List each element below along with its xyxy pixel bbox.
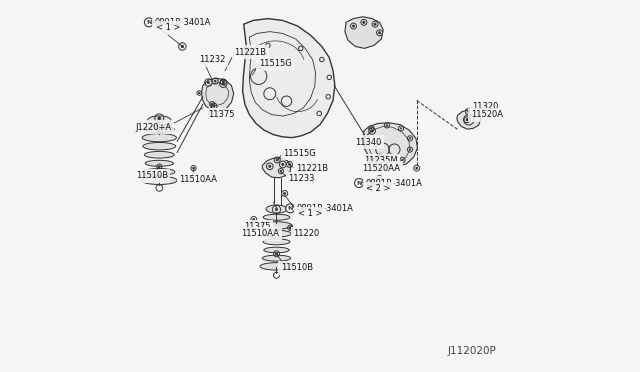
Circle shape (181, 45, 184, 48)
Text: 11221B: 11221B (234, 48, 267, 57)
Text: 11510B: 11510B (281, 263, 313, 272)
Text: 11320: 11320 (472, 102, 499, 110)
Text: N: N (356, 180, 362, 186)
Circle shape (371, 128, 372, 129)
Circle shape (415, 167, 418, 169)
Circle shape (374, 23, 376, 25)
Text: 11220: 11220 (293, 229, 319, 238)
Circle shape (378, 156, 381, 158)
Circle shape (468, 110, 470, 113)
Text: 11510B: 11510B (136, 171, 168, 180)
Ellipse shape (145, 126, 174, 132)
Ellipse shape (260, 263, 293, 270)
Polygon shape (243, 19, 335, 138)
Polygon shape (457, 110, 481, 129)
Circle shape (207, 81, 209, 84)
Ellipse shape (147, 116, 172, 125)
Circle shape (371, 130, 373, 132)
Ellipse shape (261, 222, 292, 229)
Circle shape (145, 18, 154, 27)
Circle shape (158, 117, 161, 120)
Ellipse shape (263, 214, 290, 220)
Circle shape (363, 21, 365, 23)
Circle shape (378, 164, 380, 165)
Circle shape (282, 163, 284, 166)
Ellipse shape (264, 247, 289, 253)
Circle shape (402, 159, 403, 161)
Text: 11232: 11232 (199, 55, 225, 64)
Text: 08918-3401A: 08918-3401A (155, 18, 211, 27)
Ellipse shape (143, 142, 175, 150)
Ellipse shape (145, 160, 173, 166)
Ellipse shape (145, 151, 174, 158)
Polygon shape (345, 17, 383, 48)
Circle shape (410, 149, 411, 150)
Text: < 2 >: < 2 > (367, 184, 391, 193)
Circle shape (275, 253, 278, 255)
Text: 0891B-3401A: 0891B-3401A (296, 204, 353, 213)
Ellipse shape (266, 205, 287, 213)
Circle shape (275, 208, 278, 211)
Text: < 1 >: < 1 > (156, 23, 181, 32)
Ellipse shape (141, 176, 177, 185)
Circle shape (158, 130, 161, 132)
Circle shape (378, 32, 381, 34)
Text: 11515G: 11515G (284, 149, 316, 158)
Circle shape (193, 167, 195, 169)
Circle shape (211, 103, 213, 105)
Ellipse shape (263, 239, 290, 245)
Ellipse shape (143, 169, 175, 175)
Text: J112020P: J112020P (448, 346, 497, 356)
Ellipse shape (262, 230, 291, 237)
Text: 11235M: 11235M (364, 156, 397, 165)
Polygon shape (202, 78, 234, 112)
Text: 11510AA: 11510AA (179, 175, 218, 184)
Text: 0891B-3401A: 0891B-3401A (365, 179, 422, 187)
Text: 11375: 11375 (244, 222, 270, 231)
Circle shape (355, 179, 364, 187)
Polygon shape (363, 123, 417, 167)
Circle shape (222, 81, 225, 83)
Text: N: N (287, 206, 293, 211)
Polygon shape (262, 158, 291, 178)
Circle shape (276, 159, 278, 161)
Circle shape (289, 227, 291, 228)
Circle shape (214, 80, 216, 82)
Text: 11375: 11375 (209, 110, 235, 119)
Circle shape (158, 166, 160, 167)
Circle shape (386, 125, 388, 126)
Circle shape (280, 170, 282, 172)
Text: 11520AA: 11520AA (362, 164, 401, 173)
Text: 11221B: 11221B (296, 164, 328, 173)
Circle shape (467, 118, 470, 121)
Circle shape (222, 83, 225, 85)
Text: < 1 >: < 1 > (298, 209, 322, 218)
Text: 11515G: 11515G (259, 60, 291, 68)
Text: N: N (146, 20, 152, 25)
Circle shape (253, 218, 255, 221)
Circle shape (378, 177, 381, 180)
Circle shape (401, 128, 402, 129)
Circle shape (353, 25, 355, 27)
Circle shape (466, 119, 468, 121)
Circle shape (286, 204, 294, 213)
Circle shape (269, 165, 271, 167)
Circle shape (289, 163, 291, 166)
Circle shape (213, 105, 215, 107)
Circle shape (284, 192, 285, 195)
Text: 11340: 11340 (355, 138, 381, 147)
Ellipse shape (262, 255, 291, 261)
Text: 11510AA: 11510AA (241, 229, 279, 238)
Ellipse shape (142, 134, 177, 142)
Circle shape (410, 138, 411, 139)
Text: J1220+A: J1220+A (136, 123, 172, 132)
Circle shape (389, 164, 390, 165)
Text: 11233: 11233 (289, 174, 315, 183)
Text: 11520A: 11520A (470, 110, 502, 119)
Circle shape (198, 92, 200, 94)
